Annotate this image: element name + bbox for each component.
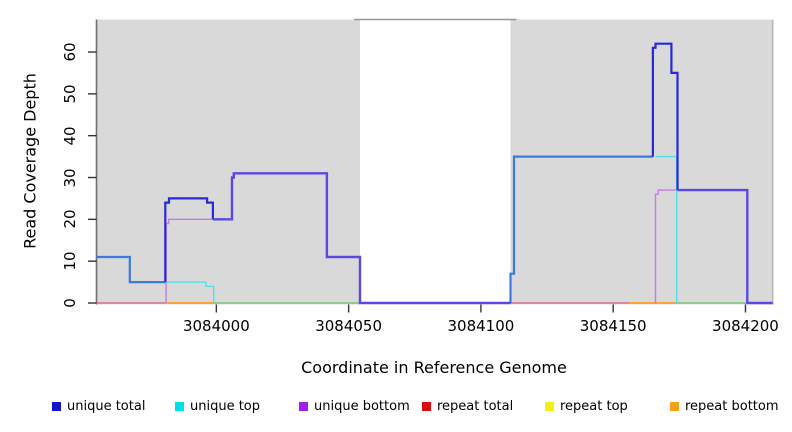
repeat-top-swatch-icon bbox=[545, 401, 554, 411]
shaded-region-0 bbox=[96, 19, 361, 305]
y-tick-label-20: 20 bbox=[61, 209, 79, 229]
series-segment-unique-bottom-rise-right bbox=[654, 189, 678, 303]
series-segment-unique-total-over-top-left bbox=[96, 255, 166, 284]
series-segment-unique-total-over-bottom-right bbox=[677, 188, 773, 305]
series-segment-unique-total-over-bottom-left bbox=[212, 172, 511, 305]
series-segment-unique-total-pure-left bbox=[164, 197, 214, 283]
legend-label: repeat top bbox=[560, 398, 628, 414]
legend-item-unique-bottom: unique bottom bbox=[299, 398, 410, 414]
series-segment-unique-top-left bbox=[166, 281, 215, 303]
legend-label: unique total bbox=[67, 398, 146, 414]
repeat-bottom-swatch-icon bbox=[670, 401, 679, 411]
series-segment-unique-total-over-top-right bbox=[509, 155, 653, 303]
legend: unique total unique top unique bottom re… bbox=[0, 398, 792, 418]
legend-item-unique-top: unique top bbox=[175, 398, 260, 414]
unique-top-swatch-icon bbox=[175, 401, 184, 411]
x-tick-label-3084000: 3084000 bbox=[182, 317, 250, 335]
y-tick-label-10: 10 bbox=[61, 251, 79, 271]
legend-item-unique-total: unique total bbox=[52, 398, 145, 414]
legend-label: unique bottom bbox=[314, 398, 410, 414]
y-tick-label-0: 0 bbox=[61, 298, 79, 308]
y-tick-label-50: 50 bbox=[61, 84, 79, 104]
legend-label: repeat total bbox=[437, 398, 514, 414]
unique-bottom-swatch-icon bbox=[299, 401, 308, 411]
x-tick-label-3084050: 3084050 bbox=[315, 317, 383, 335]
x-tick-label-3084150: 3084150 bbox=[579, 317, 647, 335]
legend-item-repeat-total: repeat total bbox=[422, 398, 513, 414]
y-tick-label-30: 30 bbox=[61, 167, 79, 188]
x-tick-label-3084200: 3084200 bbox=[712, 317, 779, 335]
legend-item-repeat-bottom: repeat bottom bbox=[670, 398, 779, 414]
legend-label: repeat bottom bbox=[685, 398, 779, 414]
unique-total-swatch-icon bbox=[52, 401, 61, 411]
y-axis-label: Read Coverage Depth bbox=[20, 73, 40, 249]
x-tick-label-3084100: 3084100 bbox=[447, 317, 515, 335]
series-segment-unique-total-peak bbox=[651, 42, 679, 191]
legend-item-repeat-top: repeat top bbox=[545, 398, 628, 414]
y-tick-label-60: 60 bbox=[61, 42, 79, 62]
shaded-region-1 bbox=[510, 19, 773, 305]
legend-label: unique top bbox=[190, 398, 261, 414]
y-tick-label-40: 40 bbox=[61, 126, 79, 146]
x-axis-label: Coordinate in Reference Genome bbox=[301, 358, 567, 377]
repeat-total-swatch-icon bbox=[422, 401, 431, 411]
